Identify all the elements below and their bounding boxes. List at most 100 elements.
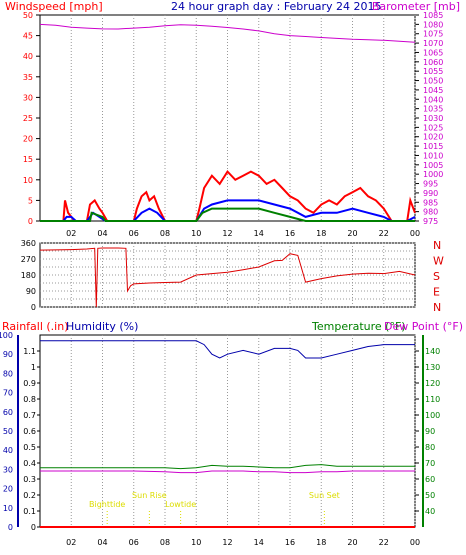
wind-x-tick-label: 14 (254, 229, 264, 238)
temperature-y-tick-label: 50 (425, 491, 435, 500)
compass-label: S (433, 270, 440, 283)
temperature-y-tick-label: 80 (425, 443, 435, 452)
wind-calm-line (40, 207, 415, 222)
barometer-y-tick-label: 990 (423, 189, 438, 198)
dewpoint-axis-title: Dew Point (°F) (384, 320, 463, 333)
direction-y-tick-label: 180 (21, 271, 36, 280)
temperature-y-tick-label: 140 (425, 347, 440, 356)
wind-x-tick-label: 12 (222, 229, 232, 238)
wind-x-tick-label: 06 (129, 229, 139, 238)
barometer-y-tick-label: 985 (423, 198, 438, 207)
humidity-y-tick-label: 30 (3, 465, 13, 474)
climate-x-tick-label: 16 (285, 538, 295, 547)
wind-y-tick-label: 0 (28, 217, 33, 226)
climate-x-tick-label: 18 (316, 538, 326, 547)
humidity-y-tick-label: 0 (8, 523, 13, 532)
compass-label: W (433, 255, 444, 268)
wind-y-tick-label: 50 (23, 11, 33, 20)
direction-y-tick-label: 270 (21, 255, 36, 264)
direction-y-tick-label: 90 (26, 287, 36, 296)
climate-panel: 010203040506070809010000.10.20.30.40.50.… (0, 331, 440, 547)
humidity-axis-title: Humidity (%) (66, 320, 138, 333)
humidity-line (40, 340, 415, 359)
wind-y-tick-label: 10 (23, 176, 33, 185)
temperature-y-tick-label: 70 (425, 459, 435, 468)
barometer-y-tick-label: 1065 (423, 48, 443, 57)
climate-x-tick-label: 08 (160, 538, 170, 547)
barometer-y-tick-label: 1005 (423, 161, 443, 170)
wind-x-tick-label: 08 (160, 229, 170, 238)
humidity-y-tick-label: 20 (3, 485, 13, 494)
humidity-y-tick-label: 40 (3, 446, 13, 455)
climate-x-tick-label: 22 (379, 538, 389, 547)
wind-y-tick-label: 20 (23, 135, 33, 144)
barometer-y-tick-label: 1075 (423, 30, 443, 39)
rainfall-y-tick-label: 1.1 (23, 347, 36, 356)
barometer-y-tick-label: 1010 (423, 151, 443, 160)
annotation-label: Sun Rise (132, 491, 167, 500)
rainfall-axis-title: Rainfall (.in) (2, 320, 69, 333)
barometer-y-tick-label: 995 (423, 180, 438, 189)
dewpoint-line (40, 470, 415, 474)
barometer-y-tick-label: 975 (423, 217, 438, 226)
wind-speed-line (40, 169, 416, 222)
barometer-y-tick-label: 1030 (423, 114, 443, 123)
wind-y-tick-label: 35 (23, 73, 33, 82)
temperature-y-tick-label: 100 (425, 411, 440, 420)
temperature-y-tick-label: 40 (425, 507, 435, 516)
wind-x-tick-label: 20 (347, 229, 357, 238)
annotation-label: Lowtide (165, 500, 196, 509)
climate-x-tick-label: 06 (129, 538, 139, 547)
wind-x-tick-label: 16 (285, 229, 295, 238)
rainfall-y-tick-label: 0.3 (23, 475, 36, 484)
climate-x-tick-label: 20 (347, 538, 357, 547)
temperature-y-tick-label: 120 (425, 379, 440, 388)
barometer-y-tick-label: 1025 (423, 123, 443, 132)
wind-x-tick-label: 22 (379, 229, 389, 238)
temperature-y-tick-label: 110 (425, 395, 440, 404)
rainfall-y-tick-label: 0.6 (23, 427, 36, 436)
wind-y-tick-label: 45 (23, 32, 33, 41)
climate-x-tick-label: 04 (97, 538, 107, 547)
barometer-y-tick-label: 980 (423, 208, 438, 217)
rainfall-y-tick-label: 0.9 (23, 379, 36, 388)
barometer-line (39, 23, 416, 43)
barometer-y-tick-label: 1015 (423, 142, 443, 151)
wind-x-tick-label: 18 (316, 229, 326, 238)
humidity-y-tick-label: 50 (3, 427, 13, 436)
compass-label: E (433, 286, 440, 299)
wind-x-tick-label: 04 (97, 229, 107, 238)
rainfall-y-tick-label: 0.7 (23, 411, 36, 420)
temperature-y-tick-label: 90 (425, 427, 435, 436)
barometer-y-tick-label: 1060 (423, 58, 443, 67)
barometer-y-tick-label: 1055 (423, 67, 443, 76)
humidity-y-tick-label: 80 (3, 369, 13, 378)
climate-x-tick-label: 00 (410, 538, 420, 547)
rainfall-y-tick-label: 0 (31, 523, 36, 532)
barometer-y-tick-label: 1045 (423, 86, 443, 95)
barometer-y-tick-label: 1020 (423, 133, 443, 142)
wind-y-tick-label: 25 (23, 114, 33, 123)
humidity-y-tick-label: 60 (3, 408, 13, 417)
barometer-y-tick-label: 1070 (423, 39, 443, 48)
climate-x-tick-label: 14 (254, 538, 264, 547)
rainfall-y-tick-label: 0.8 (23, 395, 36, 404)
rainfall-y-tick-label: 0.1 (23, 507, 36, 516)
barometer-y-tick-label: 1080 (423, 20, 443, 29)
rainfall-y-tick-label: 0.4 (23, 459, 36, 468)
wind-y-tick-label: 5 (28, 196, 33, 205)
barometer-y-tick-label: 1040 (423, 95, 443, 104)
temperature-axis-title: Temperature (°F) (311, 320, 406, 333)
windspeed-axis-title: Windspeed [mph] (5, 0, 103, 13)
climate-x-tick-label: 10 (191, 538, 201, 547)
humidity-y-tick-label: 90 (3, 350, 13, 359)
temperature-y-tick-label: 60 (425, 475, 435, 484)
annotation-label: Sun Set (309, 491, 340, 500)
rainfall-y-tick-label: 0.5 (23, 443, 36, 452)
barometer-y-tick-label: 1085 (423, 11, 443, 20)
temperature-y-tick-label: 130 (425, 363, 440, 372)
compass-label: N (433, 239, 441, 252)
